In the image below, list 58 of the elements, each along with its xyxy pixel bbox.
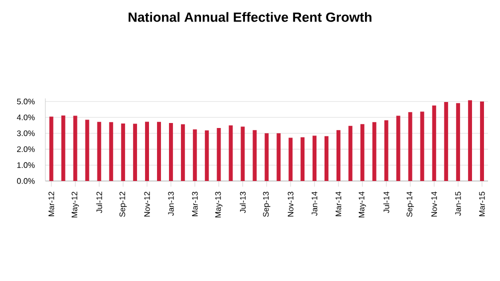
- x-tick-label: Nov-14: [431, 192, 437, 217]
- bar: [420, 112, 424, 181]
- y-tick-label: 4.0%: [16, 114, 35, 120]
- bar: [288, 138, 293, 181]
- bar: [216, 128, 221, 181]
- bar: [336, 130, 340, 181]
- x-tick-label: Mar-12: [48, 192, 54, 216]
- bar: [252, 130, 257, 181]
- x-tick-label: Sep-12: [119, 192, 127, 217]
- y-tick-label: 2.0%: [17, 146, 35, 152]
- x-tick-label: May-12: [72, 192, 79, 218]
- bar: [348, 126, 352, 181]
- bar: [121, 123, 126, 181]
- y-tick-label: 0.0%: [17, 178, 35, 184]
- x-tick-label: Nov-12: [144, 192, 150, 217]
- bar: [468, 100, 472, 181]
- x-tick-label: Mar-14: [336, 192, 342, 216]
- bar: [49, 116, 54, 181]
- x-tick-label: Jul-12: [96, 192, 102, 214]
- bar: [109, 122, 114, 181]
- bar: [276, 133, 281, 181]
- bar: [180, 124, 185, 181]
- x-tick-label: Mar-15: [479, 192, 485, 216]
- x-tick-label: Nov-13: [288, 192, 294, 217]
- bar: [384, 120, 388, 181]
- bar: [61, 115, 66, 181]
- y-tick-label: 1.0%: [17, 162, 35, 168]
- y-tick-label: 3.0%: [17, 130, 35, 136]
- bar: [157, 122, 161, 181]
- bar: [97, 122, 102, 181]
- x-tick-label: Jul-13: [240, 192, 246, 214]
- x-tick-label: Jan-13: [168, 192, 174, 216]
- x-tick-label: Jul-14: [383, 192, 390, 214]
- y-tick-label: 5.0%: [17, 98, 35, 104]
- bar: [444, 102, 448, 181]
- bar: [480, 102, 484, 181]
- bar: [456, 103, 460, 181]
- bar: [300, 137, 305, 181]
- bar: [264, 133, 269, 181]
- x-tick-label: Jan-14: [312, 192, 318, 216]
- bar: [145, 122, 150, 181]
- x-tick-label: May-13: [215, 192, 222, 218]
- x-tick-label: Mar-13: [192, 192, 198, 216]
- x-tick-label: May-14: [358, 192, 366, 218]
- bar: [360, 124, 364, 181]
- bar: [85, 120, 90, 181]
- bar: [168, 122, 173, 181]
- chart-title: National Annual Effective Rent Growth: [128, 12, 372, 22]
- bar: [133, 124, 138, 181]
- bar: [192, 129, 197, 181]
- x-tick-label: Sep-13: [263, 192, 270, 217]
- bar: [432, 105, 436, 181]
- bar: [204, 130, 209, 181]
- bar: [372, 122, 376, 181]
- bar: [312, 136, 316, 181]
- x-tick-label: Jan-15: [455, 192, 461, 216]
- bar: [324, 136, 328, 181]
- x-tick-label: Sep-14: [406, 192, 414, 217]
